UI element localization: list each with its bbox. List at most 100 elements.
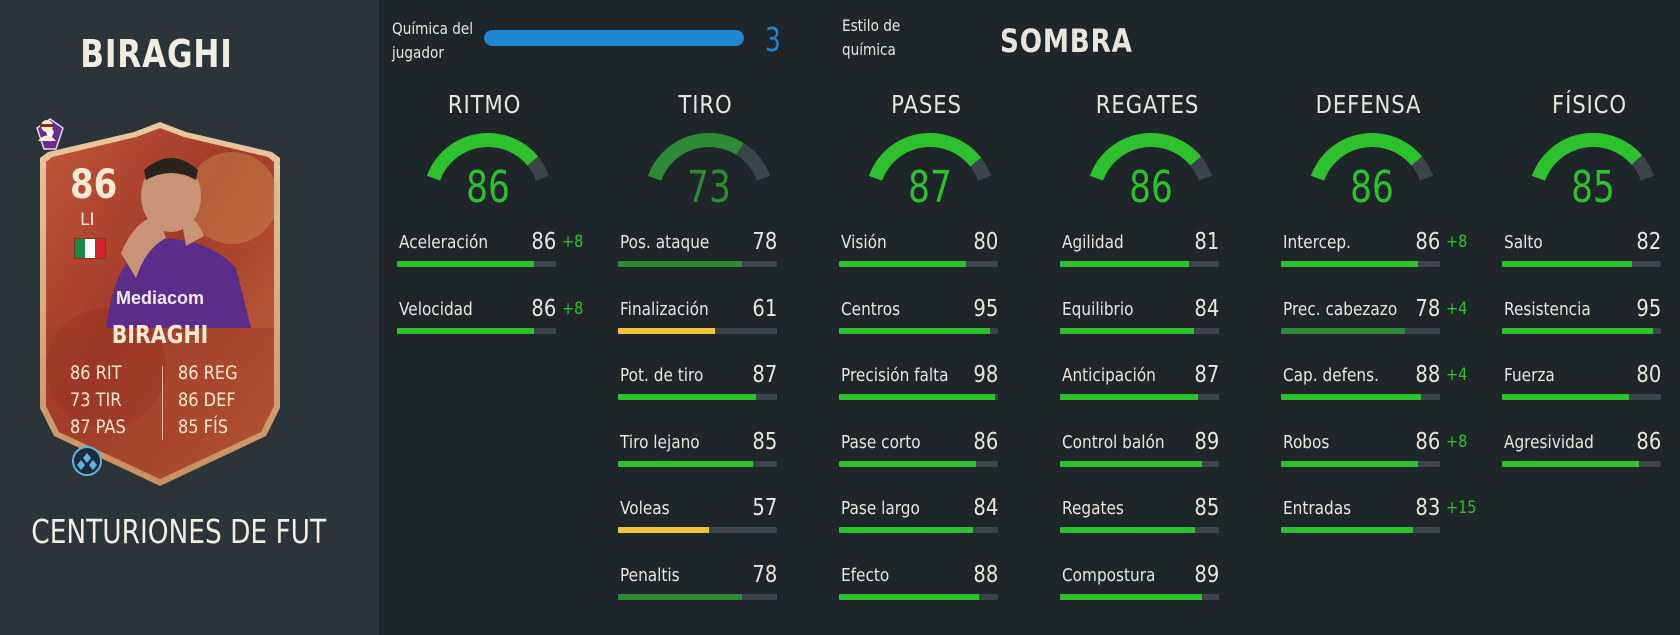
substat-bar xyxy=(839,593,998,600)
substat-row: Robos 86 +8 xyxy=(1281,429,1467,499)
substat-value: 88 xyxy=(1415,362,1440,388)
gauge-fill xyxy=(426,133,539,181)
card-stat: 87 PAS xyxy=(70,416,126,438)
substat-name: Resistencia xyxy=(1504,298,1591,320)
playstyle-icon xyxy=(72,446,102,476)
substat-boost: +8 xyxy=(1446,431,1468,452)
card-player-name: BIRAGHI xyxy=(111,320,209,349)
card-stat: 86 DEF xyxy=(178,389,236,411)
substat-bar-fill xyxy=(839,593,979,600)
substat-row: Precisión falta 98 xyxy=(839,362,1014,432)
substat-bar-fill xyxy=(618,394,757,400)
substat-value: 80 xyxy=(973,229,998,255)
substat-bar-fill xyxy=(1502,261,1633,267)
substat-value: 81 xyxy=(1194,229,1219,255)
substat-bar xyxy=(1060,593,1219,600)
substat-name: Visión xyxy=(841,232,887,253)
substat-bar-fill xyxy=(1060,261,1189,267)
substat-bar xyxy=(839,327,998,334)
substat-name: Pot. de tiro xyxy=(620,365,704,386)
substat-bar-fill xyxy=(618,460,754,467)
substat-bar xyxy=(1502,460,1661,467)
substat-row: Aceleración 86 +8 xyxy=(397,229,583,299)
substat-boost: +4 xyxy=(1446,365,1468,385)
substat-bar-fill xyxy=(1281,527,1413,533)
substat-boost: +8 xyxy=(562,298,584,319)
substat-bar xyxy=(618,327,777,334)
substat-bar-fill xyxy=(1060,527,1196,533)
substat-value: 78 xyxy=(1415,295,1440,322)
substat-value: 86 xyxy=(973,428,998,455)
substat-value: 86 xyxy=(1415,229,1440,255)
substat-row: Velocidad 86 +8 xyxy=(397,296,583,366)
substat-row: Cap. defens. 88 +4 xyxy=(1281,362,1467,432)
substat-name: Robos xyxy=(1283,431,1330,453)
card-stat: 85 FÍS xyxy=(178,416,228,438)
substat-name: Regates xyxy=(1062,498,1124,519)
substat-row: Finalización 61 xyxy=(618,295,793,366)
substat-value: 86 xyxy=(531,229,556,255)
substat-name: Pase largo xyxy=(841,498,920,519)
substat-row: Entradas 83 +15 xyxy=(1281,495,1477,565)
substat-bar xyxy=(1281,327,1440,334)
nation-flag-icon xyxy=(74,238,106,259)
card-frame: Mediacom xyxy=(40,122,280,486)
substat-bar xyxy=(1060,261,1219,267)
substat-bar xyxy=(397,327,556,334)
substat-bar xyxy=(839,261,998,267)
chem-style-value[interactable]: SOMBRA xyxy=(1000,22,1133,60)
substat-row: Centros 95 xyxy=(839,295,1014,366)
substat-bar xyxy=(618,394,777,400)
substat-boost: +8 xyxy=(562,232,584,252)
substat-name: Voleas xyxy=(620,498,670,519)
category-gauge xyxy=(1531,132,1655,181)
substat-boost: +15 xyxy=(1446,498,1477,518)
substat-row: Voleas 57 xyxy=(618,495,793,565)
substat-row: Tiro lejano 85 xyxy=(618,429,793,499)
category-gauge xyxy=(426,133,550,181)
substat-value: 89 xyxy=(1194,428,1219,455)
promo-name: CENTURIONES DE FUT xyxy=(31,512,327,551)
substat-name: Compostura xyxy=(1062,564,1156,586)
substat-value: 95 xyxy=(973,295,998,322)
category-1: RITMO 86 Aceleración 86 +8 Velocidad 86 +8 xyxy=(397,90,583,334)
substat-row: Pase corto 86 xyxy=(839,428,1014,499)
substat-value: 57 xyxy=(752,495,777,521)
substat-row: Agilidad 81 xyxy=(1060,229,1235,299)
category-gauge xyxy=(1310,133,1434,181)
substat-bar-fill xyxy=(1281,327,1406,334)
substat-value: 86 xyxy=(1636,428,1661,455)
substat-bar xyxy=(1502,261,1661,267)
chemistry-label: Química del jugador xyxy=(392,19,474,62)
chem-style-shadow-icon xyxy=(38,120,56,141)
substat-name: Fuerza xyxy=(1504,365,1555,386)
substat-bar xyxy=(839,394,998,400)
gauge-fill xyxy=(1310,133,1423,181)
gauge-fill xyxy=(1531,132,1643,181)
category-2: TIRO 73 Pos. ataque 78 Finalización 61 Pot. de… xyxy=(618,90,793,600)
substat-name: Anticipación xyxy=(1062,365,1156,386)
substat-value: 98 xyxy=(973,362,998,388)
substat-name: Velocidad xyxy=(399,298,473,320)
substat-row: Regates 85 xyxy=(1060,495,1235,565)
substat-bar xyxy=(1060,327,1219,334)
substat-name: Precisión falta xyxy=(841,365,949,386)
substat-bar-fill xyxy=(839,261,967,267)
substat-value: 61 xyxy=(752,295,777,322)
category-title: RITMO xyxy=(447,90,522,119)
category-rating: 87 xyxy=(908,162,952,213)
substat-bar xyxy=(839,527,998,533)
substat-value: 78 xyxy=(752,229,777,255)
category-title: FÍSICO xyxy=(1552,90,1627,119)
substat-name: Cap. defens. xyxy=(1283,365,1379,386)
sponsor-text: Mediacom xyxy=(116,288,204,308)
player-card[interactable]: Mediacom 86 LI BIRAGHI 86 RIT 73 TIR 87 … xyxy=(36,118,284,490)
substat-bar-fill xyxy=(839,394,995,400)
substat-value: 83 xyxy=(1415,495,1440,521)
category-gauge xyxy=(868,133,992,181)
substat-bar xyxy=(1060,460,1219,467)
substat-value: 87 xyxy=(752,362,777,388)
substat-row: Pot. de tiro 87 xyxy=(618,362,793,432)
player-panel: BIRAGHI xyxy=(0,0,379,635)
category-4: REGATES 86 Agilidad 81 Equilibrio 84 Anticipac… xyxy=(1060,90,1235,600)
